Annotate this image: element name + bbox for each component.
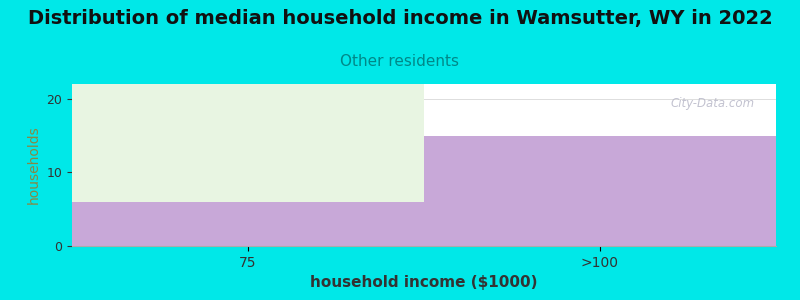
Y-axis label: households: households (27, 126, 41, 204)
Bar (72, 84, 424, 202)
Bar (72, 202, 424, 246)
Text: Distribution of median household income in Wamsutter, WY in 2022: Distribution of median household income … (28, 9, 772, 28)
X-axis label: household income ($1000): household income ($1000) (310, 275, 538, 290)
Bar (424, 136, 776, 246)
Text: City-Data.com: City-Data.com (670, 97, 755, 110)
Text: Other residents: Other residents (341, 54, 459, 69)
